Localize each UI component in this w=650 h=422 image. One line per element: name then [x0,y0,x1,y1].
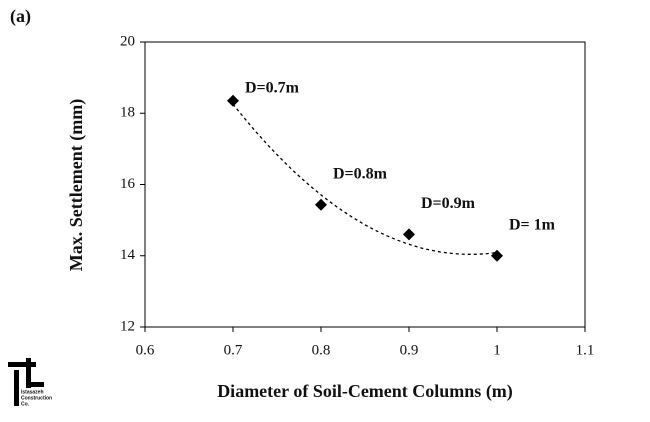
y-axis-label: Max. Settlement (mm) [66,99,87,271]
x-tick-label: 0.8 [312,342,331,358]
logo-text: Construction [21,395,52,401]
point-label: D=0.8m [333,165,388,182]
x-tick-label: 0.9 [400,342,419,358]
y-tick-label: 16 [120,176,136,192]
y-tick-label: 20 [120,33,135,49]
panel-label: (a) [10,6,31,27]
point [315,198,327,211]
logo-text: Istasazeh [21,389,44,395]
y-tick-label: 12 [120,318,135,334]
plot-frame [144,41,586,328]
trendline [232,103,498,255]
logo-shape [26,358,31,388]
y-tick-label: 14 [120,247,136,263]
logo-shape [8,362,36,367]
x-tick-label: 0.7 [224,342,243,358]
point-label: D=0.9m [421,195,476,212]
logo-shape [26,382,44,387]
point [491,249,503,262]
x-tick-label: 0.6 [136,342,155,358]
x-axis-label: Diameter of Soil-Cement Columns (m) [217,381,513,402]
x-tick-label: 1.1 [576,342,595,358]
logo-text: Co. [21,401,30,407]
point-label: D= 1m [509,216,556,233]
x-tick-label: 1 [493,342,501,358]
point [227,94,239,107]
logo: Istasazeh Construction Co. [8,358,52,407]
y-tick-label: 18 [120,105,135,121]
logo-shape [14,370,19,406]
point [403,228,415,241]
point-label: D=0.7m [245,79,300,96]
